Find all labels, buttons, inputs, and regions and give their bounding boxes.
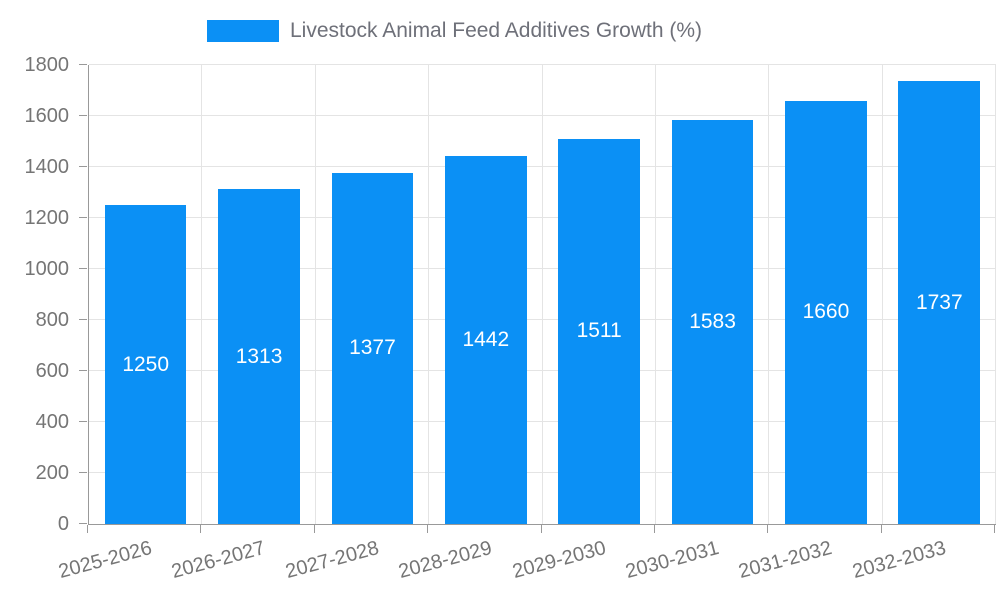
x-tick-mark — [427, 525, 429, 533]
v-gridline — [995, 65, 996, 524]
y-tick-mark — [79, 115, 87, 116]
legend-label: Livestock Animal Feed Additives Growth (… — [290, 19, 703, 42]
bar-2029-2030[interactable]: 1511 — [558, 138, 640, 524]
bar-2030-2031[interactable]: 1583 — [671, 120, 754, 524]
y-tick-label: 1000 — [24, 258, 70, 280]
x-tick-label: 2027-2028 — [283, 537, 382, 584]
v-gridline — [314, 65, 316, 524]
x-tick-label: 2030-2031 — [623, 537, 722, 584]
y-tick-label: 600 — [35, 360, 69, 383]
x-tick-label: 2031-2032 — [736, 537, 835, 584]
h-gridline — [89, 217, 996, 219]
h-gridline — [89, 472, 996, 473]
bar-value-label: 1583 — [689, 310, 736, 334]
h-gridline — [89, 421, 996, 422]
h-gridline — [89, 319, 996, 320]
x-tick-label: 2028-2029 — [396, 537, 495, 584]
x-tick-label: 2029-2030 — [509, 537, 608, 584]
x-axis: 2025-2026 2026-2027 2027-2028 2028-2029 2029… — [56, 525, 995, 600]
y-axis: 0 200 400 600 800 1000 1200 1400 1600 1800 — [0, 55, 88, 534]
x-tick-label: 2026-2027 — [169, 537, 268, 584]
x-tick-mark — [767, 525, 769, 533]
y-tick-mark — [79, 217, 87, 219]
bar-value-label: 1313 — [235, 344, 283, 368]
legend-swatch-icon — [207, 20, 279, 42]
y-tick-label: 1400 — [24, 156, 70, 178]
y-tick-label: 1200 — [24, 207, 70, 230]
y-tick-mark — [79, 421, 87, 422]
y-tick-label: 400 — [35, 411, 69, 433]
bar-2032-2033[interactable]: 1737 — [898, 81, 981, 524]
v-gridline — [428, 65, 430, 524]
bar-value-label: 1442 — [462, 328, 510, 352]
y-tick-mark — [79, 523, 87, 524]
h-gridline — [89, 115, 996, 116]
y-tick-mark — [79, 319, 87, 320]
bar-value-label: 1660 — [802, 300, 850, 324]
h-gridline — [89, 268, 996, 269]
y-tick-label: 1600 — [24, 105, 70, 127]
v-gridline — [654, 65, 656, 524]
h-gridline — [89, 370, 996, 372]
x-tick-mark — [994, 525, 995, 533]
h-gridline — [89, 64, 996, 65]
x-tick-label: 2025-2026 — [56, 537, 155, 584]
bar-2031-2032[interactable]: 1660 — [785, 100, 867, 524]
y-tick-label: 800 — [35, 309, 69, 331]
y-tick-label: 0 — [57, 513, 69, 535]
h-gridline — [89, 166, 996, 167]
y-tick-mark — [79, 472, 87, 473]
bar-value-label: 1737 — [915, 290, 963, 314]
y-tick-mark — [79, 64, 87, 65]
bar-2026-2027[interactable]: 1313 — [218, 189, 300, 524]
v-gridline — [201, 65, 203, 524]
v-gridline — [541, 65, 543, 524]
y-tick-mark — [79, 268, 87, 269]
legend-item[interactable]: Livestock Animal Feed Additives Growth (… — [207, 18, 702, 44]
x-tick-mark — [653, 525, 655, 533]
bar-value-label: 1250 — [122, 352, 170, 376]
y-tick-mark — [79, 370, 87, 372]
v-gridline — [881, 65, 883, 524]
x-tick-mark — [313, 525, 315, 533]
bar-value-label: 1511 — [576, 319, 622, 343]
x-tick-mark — [200, 525, 202, 533]
bar-2027-2028[interactable]: 1377 — [331, 172, 414, 524]
y-tick-mark — [79, 166, 87, 167]
v-gridline — [768, 65, 770, 524]
plot-area: 1250 1313 1377 1442 1511 1583 1660 1737 — [88, 64, 996, 525]
x-tick-label: 2032-2033 — [849, 537, 949, 584]
x-tick-mark — [880, 525, 882, 533]
bar-2025-2026[interactable]: 1250 — [104, 205, 187, 524]
x-tick-mark — [540, 525, 542, 533]
bar-value-label: 1377 — [349, 336, 396, 360]
bar-2028-2029[interactable]: 1442 — [444, 156, 527, 524]
y-tick-label: 200 — [35, 462, 69, 484]
x-tick-mark — [87, 525, 88, 533]
y-tick-label: 1800 — [24, 54, 70, 76]
